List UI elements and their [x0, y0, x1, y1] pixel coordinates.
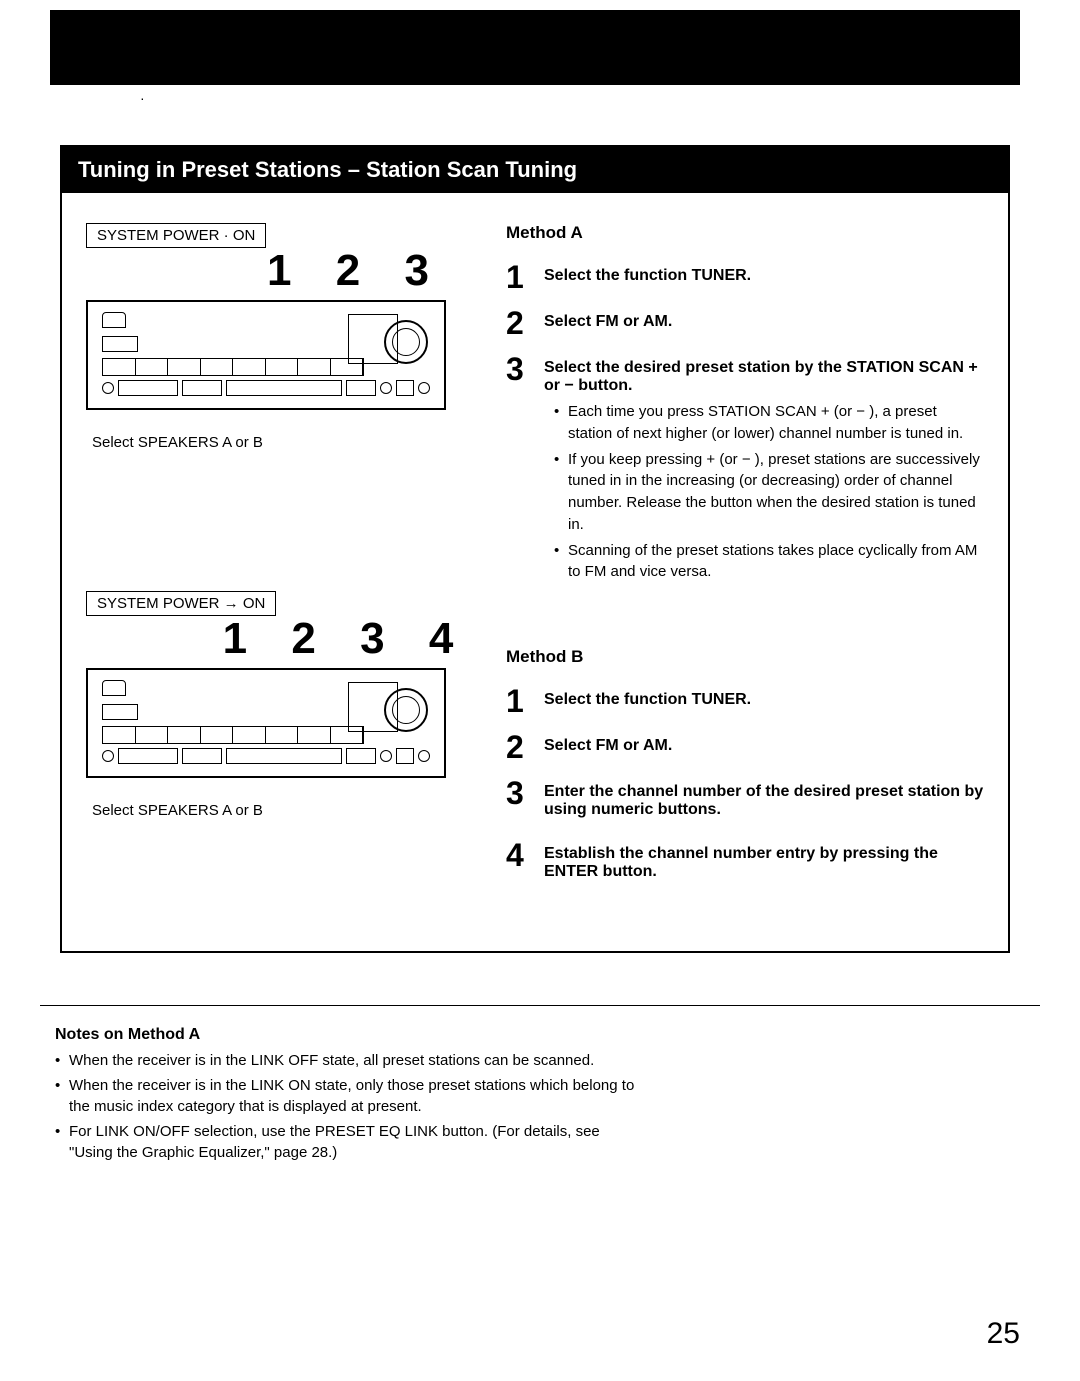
step-headline: Select FM or AM.	[544, 313, 984, 331]
method-a-step-3: 3 Select the desired preset station by t…	[506, 353, 984, 587]
notes-title: Notes on Method A	[55, 1026, 645, 1044]
method-a-title: Method A	[506, 223, 984, 243]
callout-2: 2	[336, 246, 366, 295]
scan-artifact-marks: ·	[140, 90, 145, 106]
main-content-box: Tuning in Preset Stations – Station Scan…	[60, 145, 1010, 953]
method-b-step-3: 3 Enter the channel number of the desire…	[506, 777, 984, 825]
step-callout-numbers-a: 1 2 3	[226, 246, 476, 296]
select-speakers-label-b: Select SPEAKERS A or B	[92, 802, 476, 819]
step-headline: Select the desired preset station by the…	[544, 359, 984, 395]
method-b-step-4: 4 Establish the channel number entry by …	[506, 839, 984, 887]
notes-section: Notes on Method A When the receiver is i…	[55, 1026, 645, 1167]
method-b-block: Method B 1 Select the function TUNER. 2 …	[506, 647, 984, 887]
method-b-step-2: 2 Select FM or AM.	[506, 731, 984, 763]
section-title-bar: Tuning in Preset Stations – Station Scan…	[62, 147, 1008, 193]
step-headline: Select FM or AM.	[544, 737, 984, 755]
method-a-step-2: 2 Select FM or AM.	[506, 307, 984, 339]
system-power-label-b: SYSTEM POWER → ON	[86, 591, 276, 616]
select-speakers-label-a: Select SPEAKERS A or B	[92, 434, 476, 451]
receiver-illustration-b	[86, 668, 446, 778]
notes-list: When the receiver is in the LINK OFF sta…	[55, 1050, 645, 1163]
callout-3: 3	[404, 246, 434, 295]
step-number: 1	[506, 261, 530, 293]
callout-1: 1	[267, 246, 297, 295]
diagram-b: SYSTEM POWER → ON 1 2 3 4	[86, 591, 476, 819]
step-number: 2	[506, 307, 530, 339]
step-headline: Select the function TUNER.	[544, 691, 984, 709]
callout-1b: 1	[223, 614, 253, 663]
method-b-title: Method B	[506, 647, 984, 667]
callout-4b: 4	[429, 614, 459, 663]
bullet-item: Scanning of the preset stations takes pl…	[554, 540, 984, 584]
step-number: 3	[506, 353, 530, 385]
note-item: When the receiver is in the LINK OFF sta…	[55, 1050, 645, 1071]
callout-2b: 2	[291, 614, 321, 663]
step-headline: Select the function TUNER.	[544, 267, 984, 285]
content-columns: SYSTEM POWER · ON 1 2 3	[62, 193, 1008, 921]
receiver-illustration-a	[86, 300, 446, 410]
method-a-step-1: 1 Select the function TUNER.	[506, 261, 984, 293]
top-black-bar	[50, 10, 1020, 85]
bullet-item: Each time you press STATION SCAN + (or −…	[554, 401, 984, 445]
step-number: 4	[506, 839, 530, 871]
method-b-step-1: 1 Select the function TUNER.	[506, 685, 984, 717]
volume-dial-icon-b	[384, 688, 428, 732]
step-number: 3	[506, 777, 530, 809]
bullet-item: If you keep pressing + (or − ), preset s…	[554, 449, 984, 536]
step-callout-numbers-b: 1 2 3 4	[206, 614, 476, 664]
system-power-label-a: SYSTEM POWER · ON	[86, 223, 266, 248]
step-number: 2	[506, 731, 530, 763]
step-3-bullets: Each time you press STATION SCAN + (or −…	[544, 401, 984, 583]
left-column: SYSTEM POWER · ON 1 2 3	[86, 223, 476, 901]
volume-dial-icon	[384, 320, 428, 364]
note-item: For LINK ON/OFF selection, use the PRESE…	[55, 1121, 645, 1163]
diagram-a: SYSTEM POWER · ON 1 2 3	[86, 223, 476, 451]
right-column: Method A 1 Select the function TUNER. 2 …	[506, 223, 984, 901]
horizontal-divider	[40, 1005, 1040, 1006]
method-a-block: Method A 1 Select the function TUNER. 2 …	[506, 223, 984, 587]
step-headline: Establish the channel number entry by pr…	[544, 845, 984, 881]
step-headline: Enter the channel number of the desired …	[544, 783, 984, 819]
note-item: When the receiver is in the LINK ON stat…	[55, 1075, 645, 1117]
page-number: 25	[987, 1317, 1020, 1351]
step-number: 1	[506, 685, 530, 717]
callout-3b: 3	[360, 614, 390, 663]
